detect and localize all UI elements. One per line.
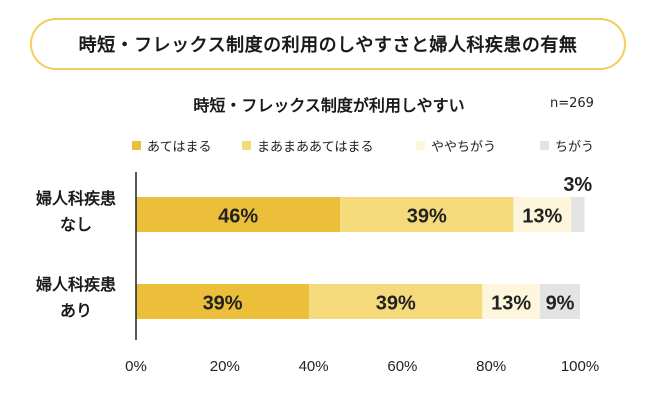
category-label-1: 婦人科疾患 なし [18,186,134,238]
data-label-2-3: 13% [491,293,531,315]
bar-segment-1-2 [340,197,514,232]
chart-title-banner: 時短・フレックス制度の利用のしやすさと婦人科疾患の有無 [30,18,626,70]
x-tick-label-3: 40% [299,358,329,375]
bar-segment-2-3 [482,284,541,319]
bar-segment-1-3 [513,197,572,232]
legend-item-2: まあまああてはまる [242,136,373,155]
sample-size-label: n=269 [550,96,594,111]
legend-item-3: ややちがう [416,136,496,155]
legend-item-4: ちがう [540,136,594,155]
bar-segment-2-4 [540,284,580,319]
x-tick-label-4: 60% [387,358,417,375]
chart-subtitle: 時短・フレックス制度が利用しやすい [193,96,465,115]
category-label-1-line1: 婦人科疾患 [35,189,116,208]
legend-label-4: ちがう [555,140,595,155]
x-tick-label-2: 20% [210,358,240,375]
data-label-1-4: 3% [563,174,592,196]
legend-swatch-3 [416,141,425,150]
legend-label-2: まあまああてはまる [257,140,374,155]
legend-swatch-1 [132,141,141,150]
data-label-2-4: 9% [546,293,575,315]
bar-segment-2-2 [309,284,483,319]
bar-group: 46% 39% 13%3%39% 39% 13% 9% [136,174,592,319]
bar-segment-1-1 [136,197,341,232]
x-tick-label-1: 0% [125,358,147,375]
data-label-1-2: 39% [407,206,447,228]
category-label-2-line2: あり [59,301,92,320]
legend-swatch-4 [540,141,549,150]
x-tick-label-5: 80% [476,358,506,375]
legend-label-3: ややちがう [431,140,497,155]
bar-segment-1-4 [571,197,585,232]
data-label-2-1: 39% [203,293,243,315]
legend-label-1: あてはまる [147,140,212,155]
chart-title: 時短・フレックス制度の利用のしやすさと婦人科疾患の有無 [78,35,578,56]
data-label-1-1: 46% [218,206,258,228]
legend-item-1: あてはまる [132,136,211,155]
bar-segment-2-1 [136,284,310,319]
category-label-2: 婦人科疾患 あり [18,272,134,324]
x-axis: 0% 20% 40% 60% 80% 100% [125,172,599,375]
x-tick-label-6: 100% [561,358,599,375]
data-label-1-3: 13% [522,206,562,228]
category-label-2-line1: 婦人科疾患 [35,275,116,294]
category-label-1-line2: なし [59,215,92,234]
data-label-2-2: 39% [376,293,416,315]
legend-swatch-2 [242,141,251,150]
